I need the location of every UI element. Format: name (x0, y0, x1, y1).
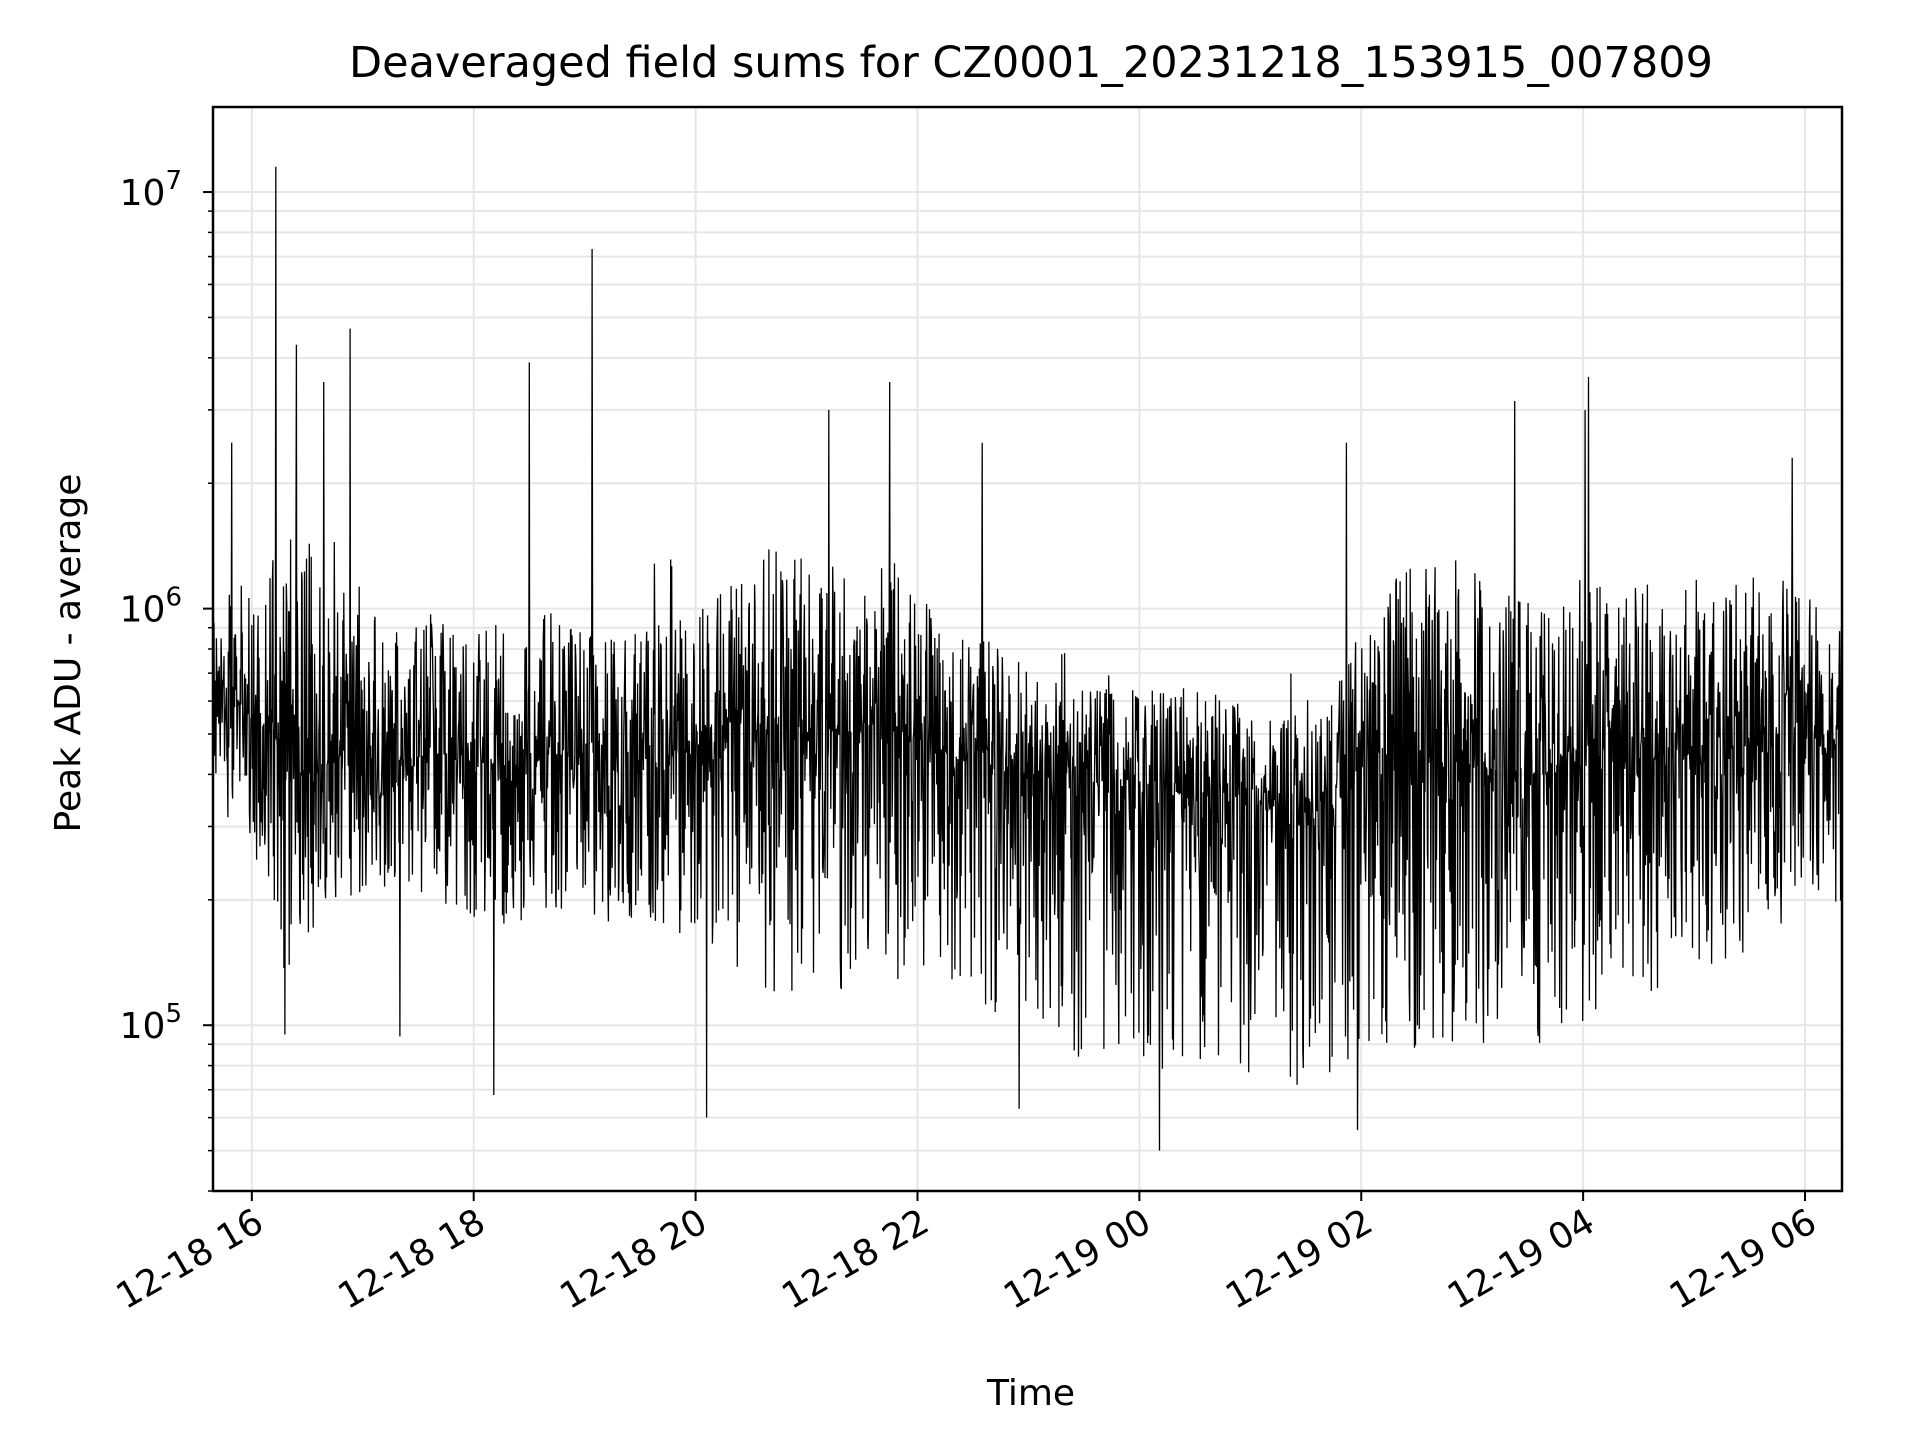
y-tick-label: 107 (120, 166, 182, 214)
series-trace (212, 166, 1843, 1151)
chart-title: Deaveraged field sums for CZ0001_2023121… (349, 38, 1713, 88)
y-tick-label: 106 (120, 583, 182, 631)
y-tick-label: 105 (120, 999, 182, 1047)
y-axis-label: Peak ADU - average (48, 474, 89, 833)
series-line (212, 166, 1843, 1151)
x-axis-label: Time (986, 1373, 1075, 1414)
